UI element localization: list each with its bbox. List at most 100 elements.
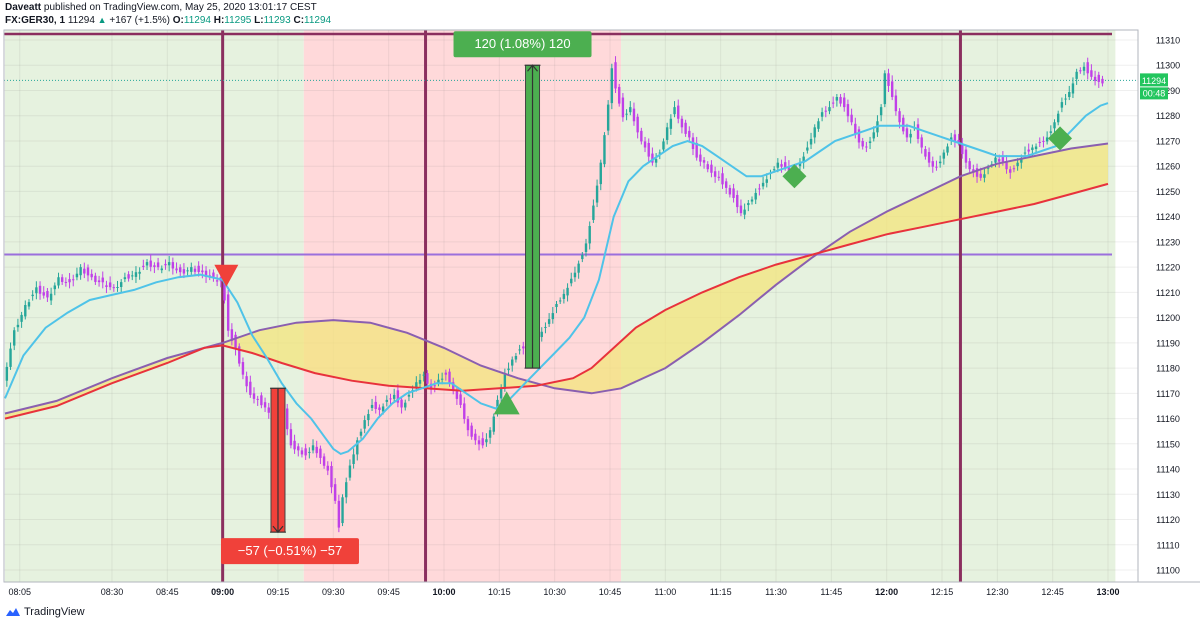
candle-body [426, 373, 429, 384]
candle-body [802, 156, 805, 163]
candle-body [300, 450, 304, 455]
time-tick-label: 11:15 [710, 587, 732, 597]
candle-body [330, 466, 333, 488]
candle-body [854, 123, 857, 134]
arrow-up-icon: ▲ [97, 15, 107, 25]
candle-body [260, 395, 263, 406]
candle-body [319, 448, 322, 458]
candle-body [820, 112, 824, 117]
candle-body [843, 97, 846, 108]
candle-body [507, 368, 510, 371]
price-tick-label: 11170 [1156, 389, 1180, 399]
signal-triangle-up-icon[interactable] [493, 391, 520, 415]
candle-body [953, 134, 957, 142]
candle-body [938, 161, 942, 164]
last-price: 11294 [67, 15, 95, 26]
candle-body [927, 152, 931, 163]
candle-body [1016, 162, 1019, 167]
candle-body [643, 141, 647, 148]
candle-body [404, 402, 407, 408]
candle-body [809, 138, 813, 145]
candle-body [636, 116, 639, 133]
price-tick-label: 11200 [1156, 313, 1180, 323]
candle-body [677, 105, 680, 119]
ema-cyan-line[interactable] [4, 102, 1109, 456]
price-tick-label: 11260 [1156, 162, 1180, 172]
price-tick-label: 11300 [1156, 61, 1180, 71]
candle-body [1093, 76, 1097, 81]
candle-body [418, 379, 422, 384]
candle-body [359, 431, 363, 436]
candle-body [53, 285, 57, 290]
price-axis[interactable] [1138, 30, 1200, 582]
candle-body [341, 497, 344, 524]
signal-diamond-icon[interactable] [1048, 126, 1073, 151]
candle-body [90, 273, 93, 278]
candle-body [924, 149, 927, 157]
time-axis[interactable] [4, 582, 1138, 600]
time-tick-label: 08:30 [101, 587, 124, 597]
candle-body [625, 113, 628, 115]
candle-body [632, 108, 636, 122]
measure-label-box[interactable] [220, 538, 359, 565]
candle-body [547, 319, 551, 324]
candle-body [964, 149, 968, 163]
candle-body [688, 130, 691, 138]
symbol-name[interactable]: FX:GER30, 1 [5, 15, 66, 26]
candle-body [717, 176, 721, 178]
candle-body [75, 273, 79, 278]
price-tick-label: 11120 [1156, 515, 1180, 525]
candle-body [448, 371, 451, 384]
time-tick-label: 09:45 [377, 587, 400, 597]
time-tick-label: 10:00 [432, 587, 455, 597]
candle-body [311, 445, 315, 451]
candle-body [322, 456, 326, 466]
signal-triangle-down-icon[interactable] [214, 264, 239, 287]
candle-body [898, 111, 901, 123]
candle-body [684, 122, 687, 134]
candle-body [415, 382, 418, 389]
author-name[interactable]: Daveatt [5, 2, 42, 13]
candle-body [466, 419, 470, 431]
candle-body [60, 277, 64, 282]
candle-body [879, 107, 883, 116]
time-tick-label: 12:15 [931, 587, 954, 597]
session-background-green [5, 30, 304, 582]
footer-brand[interactable]: TradingView [6, 606, 85, 618]
candle-body [680, 118, 684, 128]
candle-body [957, 139, 960, 143]
ma-purple-line[interactable] [4, 142, 1109, 415]
candle-body [1001, 157, 1005, 163]
candle-body [702, 160, 706, 163]
candle-body [1064, 98, 1067, 100]
candle-body [765, 179, 768, 183]
candle-body [599, 162, 602, 185]
candle-body [374, 401, 377, 409]
candle-body [916, 124, 920, 139]
candle-body [584, 243, 588, 252]
measure-label-box[interactable] [453, 31, 592, 58]
current-price-badge [1140, 73, 1168, 87]
ma-red-line[interactable] [4, 182, 1109, 420]
time-tick-label: 10:30 [543, 587, 566, 597]
candle-body [673, 107, 676, 115]
candle-body [46, 291, 49, 298]
candle-body [1049, 131, 1053, 133]
price-tick-label: 11270 [1156, 136, 1180, 146]
candle-body [164, 263, 167, 266]
candle-body [1097, 74, 1100, 82]
candle-body [629, 107, 632, 113]
candle-body [743, 209, 746, 215]
candle-body [721, 173, 724, 185]
candle-body [713, 171, 717, 177]
candle-body [831, 102, 835, 104]
candle-body [603, 135, 606, 165]
candle-body [1071, 83, 1075, 94]
signal-diamond-icon[interactable] [782, 164, 807, 189]
candle-body [101, 277, 104, 283]
candle-body [588, 226, 591, 244]
candle-body [846, 104, 850, 117]
candle-body [503, 374, 507, 389]
candle-body [695, 142, 698, 158]
